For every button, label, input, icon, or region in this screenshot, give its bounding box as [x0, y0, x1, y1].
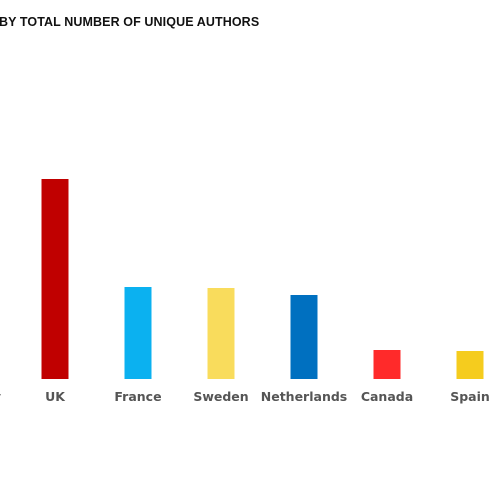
x-tick-label-y: y — [0, 389, 1, 404]
x-tick-label-sweden: Sweden — [193, 389, 248, 404]
bar-spain — [456, 351, 484, 379]
bars-layer — [41, 179, 484, 379]
tick-labels-layer: y UK France Sweden Netherlands Canada Spain — [0, 389, 490, 404]
x-tick-label-france: France — [114, 389, 161, 404]
bar-sweden — [207, 288, 235, 379]
bar-france — [124, 287, 152, 379]
x-tick-label-netherlands: Netherlands — [261, 389, 347, 404]
x-tick-label-spain: Spain — [450, 389, 490, 404]
bar-uk — [41, 179, 69, 379]
bar-canada — [373, 350, 401, 379]
chart-title: BY TOTAL NUMBER OF UNIQUE AUTHORS — [0, 15, 260, 29]
bar-netherlands — [290, 295, 318, 379]
x-tick-label-uk: UK — [45, 389, 66, 404]
x-tick-label-canada: Canada — [361, 389, 413, 404]
